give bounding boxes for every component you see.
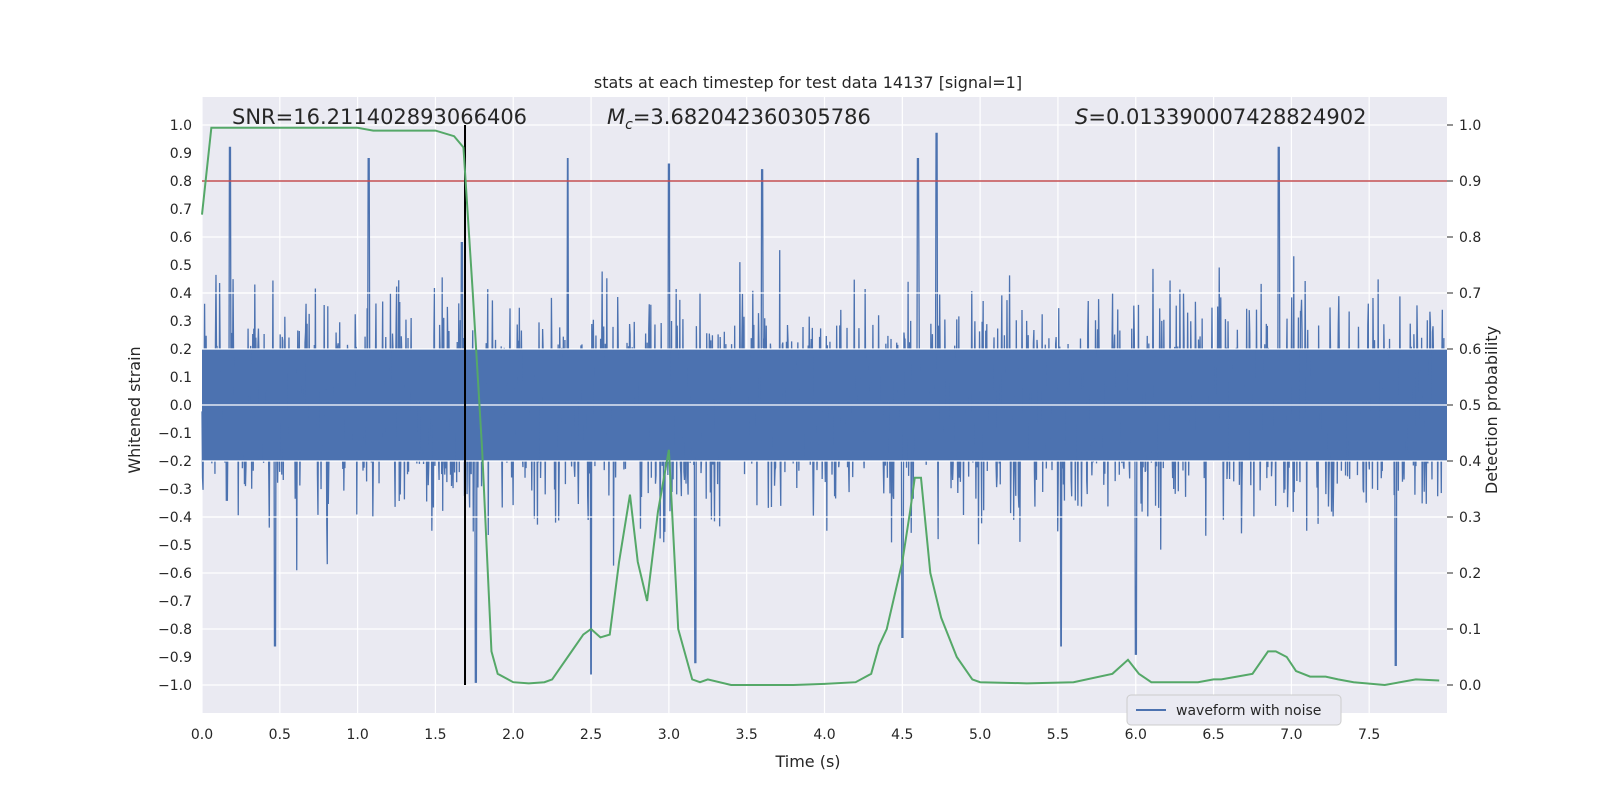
legend: waveform with noise — [1126, 694, 1342, 726]
y-right-tick-label: 0.1 — [1459, 622, 1481, 638]
y-axis-right-label: Detection probability — [1482, 326, 1501, 494]
y-tick-label: −0.7 — [158, 594, 192, 610]
x-tick-label: 7.5 — [1358, 727, 1380, 743]
x-tick-label: 3.5 — [736, 727, 758, 743]
x-tick-label: 5.5 — [1047, 727, 1069, 743]
y-right-tick-label: 0.7 — [1459, 286, 1481, 302]
y-right-tick-label: 0.0 — [1459, 678, 1481, 694]
y-right-tick-label: 0.3 — [1459, 510, 1481, 526]
y-right-tick-label: 0.2 — [1459, 566, 1481, 582]
chart-title: stats at each timestep for test data 141… — [594, 73, 1022, 92]
x-tick-label: 7.0 — [1280, 727, 1302, 743]
x-tick-label: 3.0 — [658, 727, 680, 743]
x-tick-label: 4.5 — [891, 727, 913, 743]
y-tick-label: 0.9 — [170, 146, 192, 162]
y-axis-label: Whitened strain — [125, 346, 144, 473]
y-tick-label: −0.1 — [158, 426, 192, 442]
x-tick-label: 2.0 — [502, 727, 524, 743]
y-right-tick-label: 1.0 — [1459, 118, 1481, 134]
s-value: =0.013390007428824902 — [1088, 105, 1366, 129]
probability-line — [201, 126, 1440, 687]
y-right-tick-label: 0.8 — [1459, 230, 1481, 246]
x-tick-label: 1.0 — [346, 727, 368, 743]
y-right-tick-label: 0.9 — [1459, 174, 1481, 190]
y-tick-label: −0.9 — [158, 650, 192, 666]
y-tick-label: 1.0 — [170, 118, 192, 134]
y-tick-label: 0.4 — [170, 286, 192, 302]
y-tick-label: 0.6 — [170, 230, 192, 246]
y-right-tick-label: 0.4 — [1459, 454, 1481, 470]
legend-waveform-label: waveform with noise — [1176, 703, 1321, 719]
x-axis-label: Time (s) — [774, 752, 840, 771]
y-tick-label: 0.8 — [170, 174, 192, 190]
x-tick-label: 4.0 — [813, 727, 835, 743]
snr-annotation: SNR=16.211402893066406 — [232, 105, 527, 129]
legend-box — [1126, 694, 1342, 726]
x-tick-label: 2.5 — [580, 727, 602, 743]
mc-value: =3.682042360305786 — [633, 105, 871, 129]
mc-symbol: M — [607, 105, 625, 129]
y-tick-label: −1.0 — [158, 678, 192, 694]
x-tick-label: 1.5 — [424, 727, 446, 743]
y-right-tick-label: 0.5 — [1459, 398, 1481, 414]
y-tick-label: −0.2 — [158, 454, 192, 470]
y-tick-label: 0.0 — [170, 398, 192, 414]
y-tick-label: −0.4 — [158, 510, 192, 526]
mc-annotation: Mc=3.682042360305786 — [607, 105, 871, 133]
y-tick-label: −0.3 — [158, 482, 192, 498]
y-tick-label: 0.7 — [170, 202, 192, 218]
y-tick-label: −0.6 — [158, 566, 192, 582]
mc-subscript: c — [625, 117, 633, 133]
y-tick-label: 0.2 — [170, 342, 192, 358]
x-tick-label: 5.0 — [969, 727, 991, 743]
y-tick-label: −0.8 — [158, 622, 192, 638]
y-tick-label: 0.5 — [170, 258, 192, 274]
x-tick-label: 6.0 — [1125, 727, 1147, 743]
y-tick-label: 0.3 — [170, 314, 192, 330]
x-tick-label: 0.5 — [269, 727, 291, 743]
s-symbol: S — [1075, 105, 1088, 129]
y-tick-label: −0.5 — [158, 538, 192, 554]
s-annotation: S=0.013390007428824902 — [1075, 105, 1366, 129]
waveform-line — [201, 132, 1445, 683]
y-right-tick-label: 0.6 — [1459, 342, 1481, 358]
x-tick-label: 6.5 — [1202, 727, 1224, 743]
x-tick-label: 0.0 — [191, 727, 213, 743]
y-tick-label: 0.1 — [170, 370, 192, 386]
